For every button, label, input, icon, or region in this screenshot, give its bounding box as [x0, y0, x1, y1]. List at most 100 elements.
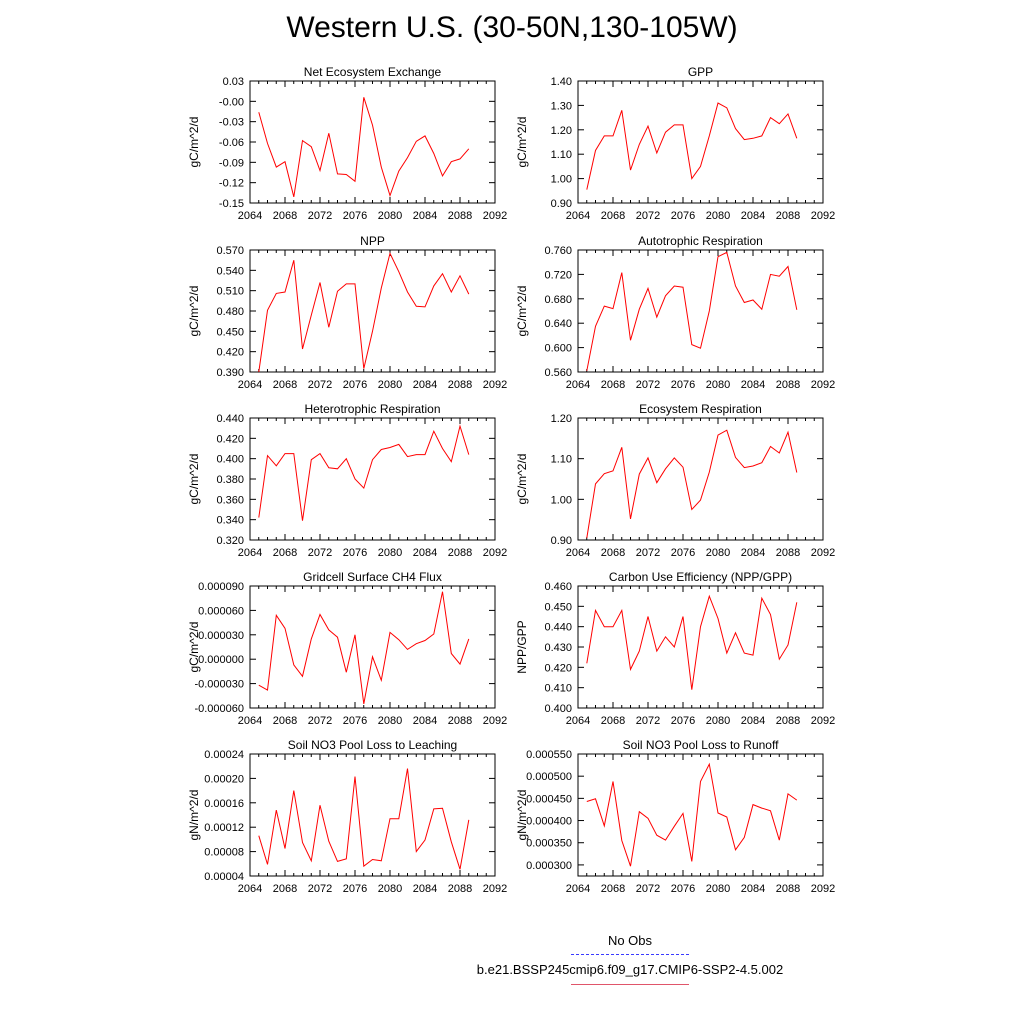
y-tick-label: 0.440 — [216, 413, 244, 425]
y-tick-label: 0.420 — [216, 433, 244, 445]
x-tick-label: 2088 — [448, 883, 472, 895]
x-tick-label: 2072 — [308, 547, 332, 559]
x-tick-label: 2076 — [671, 547, 695, 559]
x-tick-label: 2064 — [238, 715, 262, 727]
x-tick-label: 2068 — [273, 210, 297, 222]
plot-frame — [249, 585, 496, 709]
x-tick-label: 2092 — [811, 883, 835, 895]
x-tick-label: 2084 — [741, 883, 765, 895]
y-axis-label: gC/m^2/d — [515, 117, 529, 168]
plot-frame — [249, 80, 496, 204]
x-tick-label: 2064 — [566, 547, 590, 559]
chart-panel-1: Net Ecosystem Exchange gC/m^2/d 2064 2068 20… — [187, 65, 507, 222]
y-tick-label: 0.410 — [544, 683, 572, 695]
x-tick-label: 2064 — [238, 379, 262, 391]
x-tick-label: 2092 — [483, 379, 507, 391]
y-axis-label: gC/m^2/d — [187, 622, 201, 673]
x-tick-label: 2076 — [671, 379, 695, 391]
y-tick-label: 0.00020 — [204, 773, 244, 785]
y-axis-label: NPP/GPP — [515, 620, 529, 673]
chart-panel-3: NPP gC/m^2/d 2064 2068 2072 2076 2080 2084 2088 2… — [187, 234, 507, 391]
x-tick-label: 2072 — [636, 715, 660, 727]
panel-title: Gridcell Surface CH4 Flux — [303, 570, 442, 584]
x-tick-label: 2064 — [566, 379, 590, 391]
y-tick-label: 0.000000 — [198, 654, 244, 666]
x-tick-label: 2084 — [741, 379, 765, 391]
x-tick-label: 2092 — [811, 210, 835, 222]
y-axis-label: gC/m^2/d — [515, 454, 529, 505]
x-tick-label: 2088 — [776, 883, 800, 895]
x-tick-label: 2076 — [671, 883, 695, 895]
y-tick-label: 0.450 — [544, 601, 572, 613]
y-tick-label: 0.340 — [216, 515, 244, 527]
y-tick-label: 1.30 — [551, 100, 572, 112]
x-tick-label: 2088 — [776, 547, 800, 559]
page-title: Western U.S. (30-50N,130-105W) — [286, 11, 738, 44]
y-tick-label: 0.460 — [544, 581, 572, 593]
y-tick-label: 0.680 — [544, 294, 572, 306]
x-tick-label: 2088 — [448, 715, 472, 727]
chart-panel-2: GPP gC/m^2/d 2064 2068 2072 2076 2080 2084 2088 2… — [515, 65, 835, 222]
x-tick-label: 2068 — [273, 379, 297, 391]
y-tick-label: 0.00016 — [204, 798, 244, 810]
y-tick-label: 1.00 — [551, 494, 572, 506]
y-tick-label: 0.450 — [216, 326, 244, 338]
x-tick-label: 2076 — [343, 715, 367, 727]
y-tick-label: 0.600 — [544, 343, 572, 355]
panel-title: Ecosystem Respiration — [639, 402, 762, 416]
y-tick-label: -0.000030 — [194, 679, 244, 691]
x-tick-label: 2080 — [706, 379, 730, 391]
x-tick-label: 2088 — [776, 210, 800, 222]
x-tick-label: 2072 — [636, 883, 660, 895]
series-line — [258, 97, 470, 198]
panel-title: Soil NO3 Pool Loss to Runoff — [623, 738, 780, 752]
y-tick-label: 0.760 — [544, 245, 572, 257]
x-tick-label: 2068 — [601, 210, 625, 222]
x-tick-label: 2072 — [636, 379, 660, 391]
x-tick-label: 2076 — [343, 883, 367, 895]
y-axis-label: gC/m^2/d — [187, 286, 201, 337]
x-tick-label: 2092 — [483, 715, 507, 727]
x-tick-label: 2080 — [378, 883, 402, 895]
x-tick-label: 2072 — [308, 210, 332, 222]
chart-panels: Net Ecosystem Exchange gC/m^2/d 2064 2068 20… — [187, 65, 835, 895]
series-line — [586, 594, 798, 690]
x-tick-label: 2076 — [671, 715, 695, 727]
x-tick-label: 2084 — [413, 379, 437, 391]
x-tick-label: 2072 — [636, 210, 660, 222]
y-tick-label: -0.06 — [219, 137, 244, 149]
y-tick-label: 0.000550 — [526, 749, 572, 761]
y-tick-label: 0.360 — [216, 494, 244, 506]
x-tick-label: 2084 — [413, 715, 437, 727]
legend-obs-label: No Obs — [607, 933, 653, 948]
series-line — [586, 251, 798, 371]
chart-panel-6: Ecosystem Respiration gC/m^2/d 2064 2068 207… — [515, 402, 835, 559]
y-axis-label: gC/m^2/d — [187, 454, 201, 505]
series-line — [258, 591, 470, 704]
x-tick-label: 2084 — [741, 210, 765, 222]
chart-panel-4: Autotrophic Respiration gC/m^2/d 2064 2068 2… — [515, 234, 835, 391]
y-tick-label: 0.000090 — [198, 581, 244, 593]
x-tick-label: 2068 — [273, 547, 297, 559]
y-tick-label: 0.000060 — [198, 605, 244, 617]
y-tick-label: 1.40 — [551, 76, 572, 88]
y-axis-label: gC/m^2/d — [187, 117, 201, 168]
y-tick-label: -0.000060 — [194, 703, 244, 715]
x-tick-label: 2080 — [706, 883, 730, 895]
legend-obs-line — [571, 954, 689, 955]
x-tick-label: 2080 — [706, 715, 730, 727]
x-tick-label: 2072 — [636, 547, 660, 559]
y-tick-label: 0.90 — [551, 198, 572, 210]
y-tick-label: 0.00024 — [204, 749, 244, 761]
y-tick-label: 0.000300 — [526, 860, 572, 872]
y-tick-label: 1.00 — [551, 174, 572, 186]
y-tick-label: 1.20 — [551, 125, 572, 137]
y-tick-label: 0.000450 — [526, 793, 572, 805]
panel-title: GPP — [688, 65, 713, 79]
x-tick-label: 2068 — [601, 715, 625, 727]
y-tick-label: 0.570 — [216, 245, 244, 257]
x-tick-label: 2088 — [776, 715, 800, 727]
y-tick-label: 0.000500 — [526, 771, 572, 783]
x-tick-label: 2068 — [601, 547, 625, 559]
chart-panel-10: Soil NO3 Pool Loss to Runoff gN/m^2/d 2064… — [515, 738, 835, 895]
